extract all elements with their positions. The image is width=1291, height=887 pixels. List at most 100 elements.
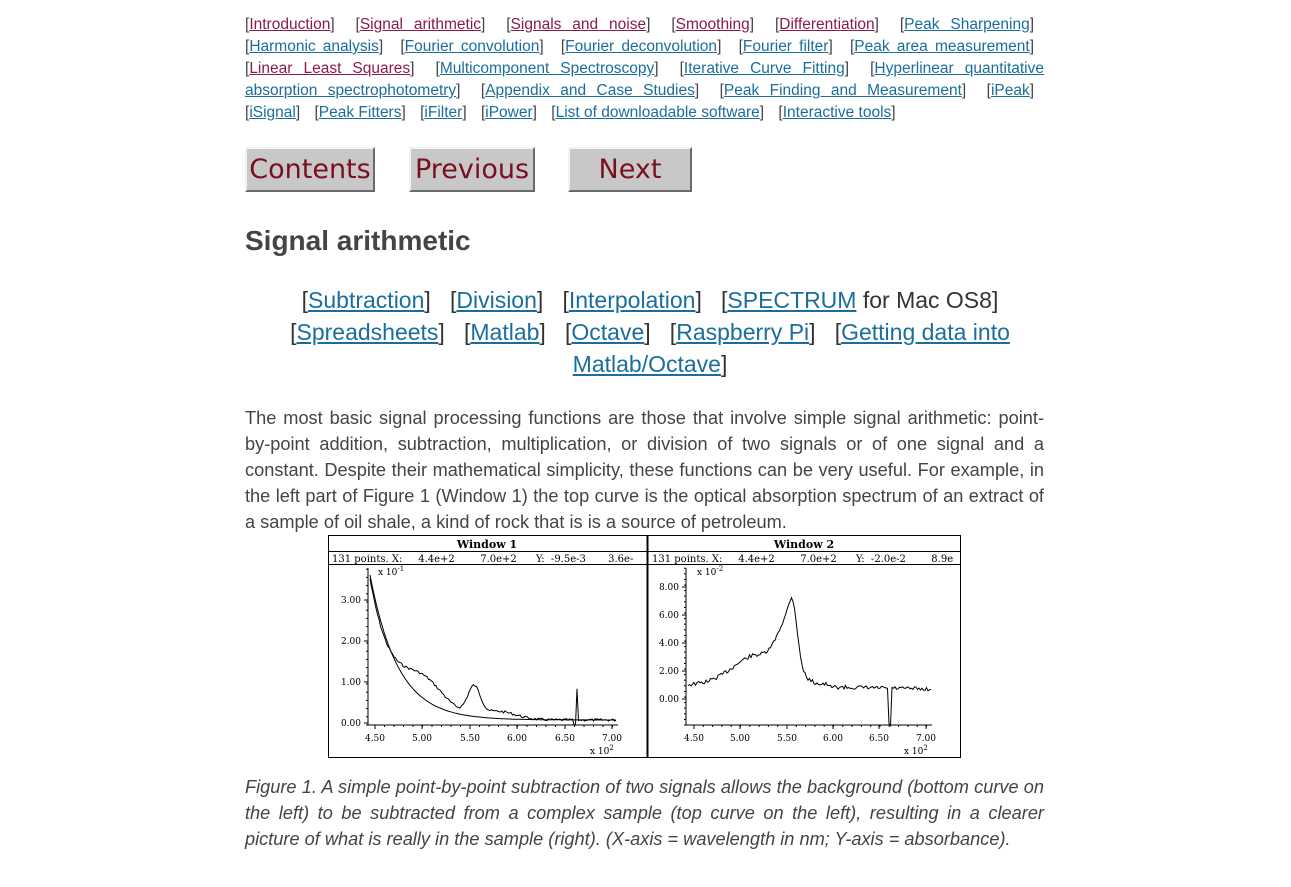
nav-item: [Smoothing] [671, 16, 755, 33]
x-tick-label: 5.50 [460, 734, 480, 744]
nav-link[interactable]: iSignal [249, 104, 296, 121]
x-tick-label: 5.00 [730, 734, 750, 744]
nav-link[interactable]: Interactive tools [782, 104, 892, 121]
nav-item: [Peak area measurement] [849, 38, 1035, 55]
y-tick-label: 8.00 [659, 583, 679, 593]
nav-link[interactable]: Peak Finding and Measurement [723, 82, 962, 99]
nav-link[interactable]: Harmonic analysis [249, 38, 379, 55]
nav-link[interactable]: Peak Sharpening [904, 16, 1030, 33]
nav-item: [Signals and noise] [506, 16, 651, 33]
y-tick-label: 2.00 [341, 637, 361, 647]
nav-item: [Peak Sharpening] [899, 16, 1034, 33]
window-1-background-curve [369, 574, 616, 721]
nav-item: [Interactive tools] [778, 104, 896, 121]
x-tick-label: 5.50 [777, 734, 797, 744]
window-1-sample-curve [369, 578, 617, 726]
window-1-status: 131 points. X: 4.4e+2 7.0e+2 Y: -9.5e-3 … [332, 554, 633, 565]
nav-link[interactable]: Signal arithmetic [359, 16, 482, 33]
nav-link[interactable]: iPeak [990, 82, 1030, 99]
y-tick-label: 0.00 [341, 719, 361, 729]
nav-item: [Appendix and Case Studies] [480, 82, 700, 99]
nav-item: [Introduction] [245, 16, 335, 33]
y-tick-label: 0.00 [659, 695, 679, 705]
nav-item: [Fourier deconvolution] [560, 38, 722, 55]
figure-1-image: Window 1 131 points. X: 4.4e+2 7.0e+2 Y:… [328, 535, 961, 758]
nav-item: [iFilter] [420, 104, 467, 121]
nav-link[interactable]: List of downloadable software [555, 104, 760, 121]
window-1: Window 1 131 points. X: 4.4e+2 7.0e+2 Y:… [332, 538, 633, 757]
nav-link[interactable]: Peak Fitters [318, 104, 402, 121]
window-1-x-exponent: x 102 [590, 744, 614, 757]
x-tick-label: 7.00 [916, 734, 936, 744]
link-subtraction[interactable]: Subtraction [308, 287, 425, 313]
spectrum-suffix: for Mac OS8 [856, 287, 992, 313]
y-tick-label: 3.00 [341, 596, 361, 606]
nav-item: [Multicomponent Spectroscopy] [435, 60, 659, 77]
link-spreadsheets[interactable]: Spreadsheets [296, 319, 439, 345]
window-1-title: Window 1 [456, 538, 517, 551]
nav-link[interactable]: Signals and noise [510, 16, 647, 33]
link-octave[interactable]: Octave [571, 319, 645, 345]
window-2-title: Window 2 [773, 538, 834, 551]
nav-item: [Peak Fitters] [314, 104, 406, 121]
nav-item: [Peak Finding and Measurement] [719, 82, 967, 99]
y-tick-label: 6.00 [659, 611, 679, 621]
window-1-y-exponent: x 10-1 [378, 565, 404, 578]
nav-link[interactable]: Introduction [249, 16, 331, 33]
figure-caption: Figure 1. A simple point-by-point subtra… [245, 777, 1044, 849]
nav-item: [Signal arithmetic] [355, 16, 486, 33]
nav-item: [List of downloadable software] [551, 104, 765, 121]
link-raspberry-pi[interactable]: Raspberry Pi [676, 319, 810, 345]
nav-link[interactable]: Linear Least Squares [249, 60, 411, 77]
link-getting-data[interactable]: Getting data into Matlab/Octave [572, 319, 1010, 377]
nav-link[interactable]: Peak area measurement [854, 38, 1030, 55]
nav-link[interactable]: Hyperlinear quantitative absorption spec… [245, 60, 1044, 99]
nav-link[interactable]: iFilter [424, 104, 463, 121]
nav-item: [Fourier convolution] [400, 38, 544, 55]
window-2: Window 2 131 points. X: 4.4e+2 7.0e+2 Y:… [652, 538, 953, 757]
window-2-x-exponent: x 102 [904, 744, 928, 757]
nav-link[interactable]: Fourier deconvolution [565, 38, 718, 55]
section-links: [Subtraction] [Division] [Interpolation]… [290, 287, 1010, 377]
nav-link[interactable]: Appendix and Case Studies [485, 82, 695, 99]
nav-link[interactable]: Smoothing [675, 16, 750, 33]
contents-button[interactable]: Contents [245, 147, 375, 192]
nav-item: [Differentiation] [774, 16, 879, 33]
y-tick-label: 2.00 [659, 667, 679, 677]
nav-link[interactable]: Iterative Curve Fitting [683, 60, 845, 77]
window-2-status: 131 points. X: 4.4e+2 7.0e+2 Y: -2.0e-2 … [652, 554, 953, 565]
previous-button[interactable]: Previous [409, 147, 535, 192]
nav-link[interactable]: Multicomponent Spectroscopy [439, 60, 655, 77]
figure-1: Window 1 131 points. X: 4.4e+2 7.0e+2 Y:… [328, 535, 961, 758]
x-tick-label: 4.50 [684, 734, 704, 744]
nav-item: [iSignal] [245, 104, 301, 121]
nav-link[interactable]: Fourier filter [742, 38, 829, 55]
nav-item: [Fourier filter] [738, 38, 833, 55]
window-2-y-exponent: x 10-2 [697, 565, 723, 578]
nav-link[interactable]: Fourier convolution [404, 38, 540, 55]
nav-item: [iPower] [480, 104, 537, 121]
next-button[interactable]: Next [568, 147, 692, 192]
link-spectrum[interactable]: SPECTRUM [727, 287, 857, 313]
x-tick-label: 6.50 [555, 734, 575, 744]
intro-paragraph: The most basic signal processing functio… [245, 408, 1044, 532]
nav-item: [Iterative Curve Fitting] [679, 60, 850, 77]
page-title: Signal arithmetic [245, 225, 471, 256]
link-matlab[interactable]: Matlab [470, 319, 540, 345]
nav-item: [iPeak] [986, 82, 1035, 99]
nav-item: [Harmonic analysis] [245, 38, 384, 55]
x-tick-label: 5.00 [412, 734, 432, 744]
x-tick-label: 7.00 [602, 734, 622, 744]
window-2-difference-curve [687, 596, 932, 727]
y-tick-label: 1.00 [341, 678, 361, 688]
x-tick-label: 6.00 [507, 734, 527, 744]
nav-link[interactable]: Differentiation [779, 16, 875, 33]
top-navigation: [Introduction] [Signal arithmetic] [Sign… [245, 14, 1044, 124]
x-tick-label: 4.50 [365, 734, 385, 744]
nav-item: [Hyperlinear quantitative absorption spe… [245, 60, 1044, 99]
nav-link[interactable]: iPower [485, 104, 533, 121]
x-tick-label: 6.50 [869, 734, 889, 744]
y-tick-label: 4.00 [659, 639, 679, 649]
link-division[interactable]: Division [456, 287, 537, 313]
link-interpolation[interactable]: Interpolation [568, 287, 696, 313]
